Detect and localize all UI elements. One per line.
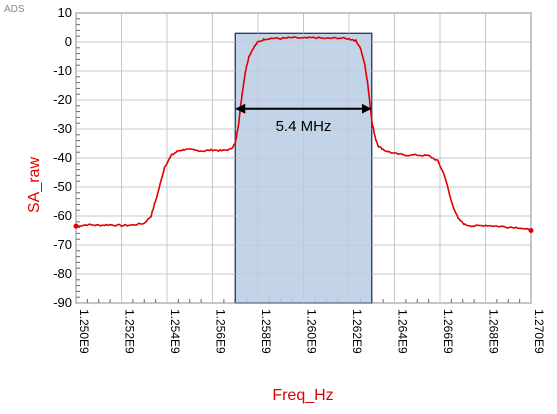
y-tick-label: -20 (53, 92, 72, 107)
x-tick-label: 1.262E9 (350, 309, 364, 354)
series-start-marker (73, 223, 79, 229)
y-tick-label: -90 (53, 295, 72, 310)
series-end-marker (528, 228, 534, 233)
series-layer (73, 36, 534, 233)
bandwidth-label: 5.4 MHz (276, 118, 332, 135)
x-tick-label: 1.254E9 (168, 309, 182, 354)
y-tick-label: -70 (53, 237, 72, 252)
series-line-0 (75, 36, 532, 232)
y-tick-label: 0 (65, 34, 72, 49)
x-tick-label: 1.264E9 (396, 309, 410, 354)
y-axis-title: SA_raw (26, 157, 43, 213)
x-tick-label: 1.270E9 (532, 309, 546, 354)
annotation-layer: 5.4 MHz (235, 103, 372, 135)
y-tick-label: 10 (58, 5, 72, 20)
y-tick-label: -60 (53, 208, 72, 223)
x-tick-label: 1.250E9 (77, 309, 91, 354)
y-tick-label: -80 (53, 266, 72, 281)
x-tick-label: 1.260E9 (305, 309, 319, 354)
x-tick-label: 1.268E9 (487, 309, 501, 354)
x-axis-title: Freq_Hz (272, 387, 333, 404)
app-label: ADS (4, 4, 25, 15)
x-tick-label: 1.256E9 (214, 309, 228, 354)
y-tick-label: -50 (53, 179, 72, 194)
y-tick-label: -40 (53, 150, 72, 165)
x-tick-label: 1.252E9 (123, 309, 137, 354)
y-tick-label: -30 (53, 121, 72, 136)
y-tick-label: -10 (53, 63, 72, 78)
x-tick-label: 1.266E9 (441, 309, 455, 354)
x-tick-label: 1.258E9 (259, 309, 273, 354)
tick-label-layer: 10 0 -10 -20 -30 -40 -50 -60 -70 -80 -90 1.250E9 1.2… (53, 5, 546, 354)
